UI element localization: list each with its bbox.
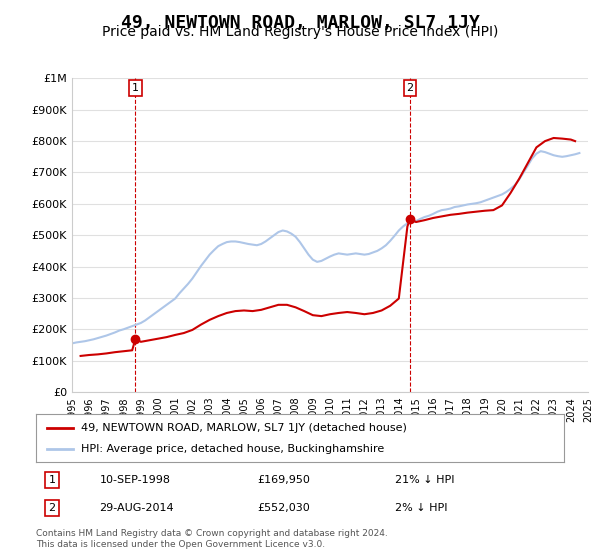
Text: £552,030: £552,030 (258, 503, 311, 513)
Text: Price paid vs. HM Land Registry's House Price Index (HPI): Price paid vs. HM Land Registry's House … (102, 25, 498, 39)
Text: 1: 1 (49, 475, 55, 485)
Text: HPI: Average price, detached house, Buckinghamshire: HPI: Average price, detached house, Buck… (81, 444, 384, 454)
Text: 2% ↓ HPI: 2% ↓ HPI (395, 503, 448, 513)
Text: 10-SEP-1998: 10-SEP-1998 (100, 475, 170, 485)
Text: 49, NEWTOWN ROAD, MARLOW, SL7 1JY: 49, NEWTOWN ROAD, MARLOW, SL7 1JY (121, 14, 479, 32)
Text: £169,950: £169,950 (258, 475, 311, 485)
Text: 1: 1 (132, 83, 139, 93)
Text: 2: 2 (407, 83, 414, 93)
Text: 49, NEWTOWN ROAD, MARLOW, SL7 1JY (detached house): 49, NEWTOWN ROAD, MARLOW, SL7 1JY (detac… (81, 423, 407, 433)
Text: Contains HM Land Registry data © Crown copyright and database right 2024.
This d: Contains HM Land Registry data © Crown c… (36, 529, 388, 549)
Text: 29-AUG-2014: 29-AUG-2014 (100, 503, 174, 513)
Text: 2: 2 (48, 503, 55, 513)
Text: 21% ↓ HPI: 21% ↓ HPI (395, 475, 455, 485)
